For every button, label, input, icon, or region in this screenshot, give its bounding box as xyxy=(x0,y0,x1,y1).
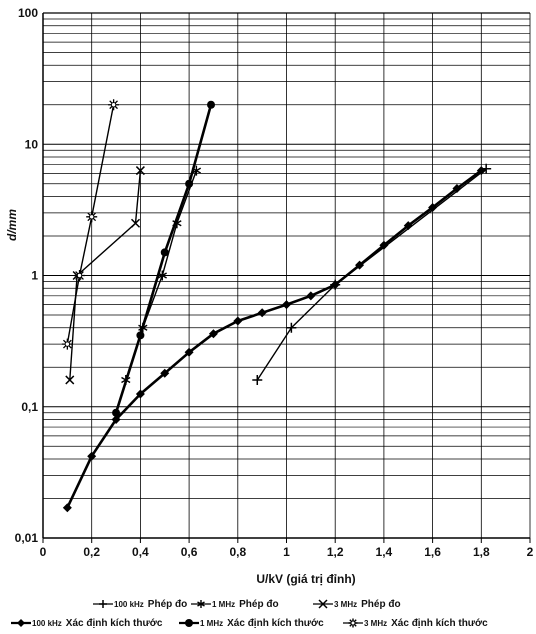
x-marker-icon xyxy=(312,598,334,610)
asterisk-marker-center xyxy=(76,272,83,279)
diamond-marker xyxy=(184,347,194,357)
circle-marker xyxy=(185,179,194,188)
diamond-marker xyxy=(160,368,170,378)
x-tick-label: 0,8 xyxy=(229,545,246,559)
diamond-marker xyxy=(62,503,72,513)
legend-text: Phép đo xyxy=(361,598,401,610)
legend-item-100khz-measure: 100 kHz Phép đo xyxy=(92,598,187,610)
circle-marker xyxy=(160,248,169,257)
series-line xyxy=(256,168,487,381)
x-tick-label: 0,4 xyxy=(132,545,149,559)
legend-text: Xác định kích thước xyxy=(65,617,163,629)
diamond-marker xyxy=(306,291,316,301)
diamond-marker xyxy=(87,451,97,461)
diamond-marker xyxy=(282,300,291,310)
grid xyxy=(42,12,531,539)
diamond-marker xyxy=(452,184,462,194)
circle-marker xyxy=(136,331,145,340)
y-tick-label: 1 xyxy=(31,269,38,283)
axes xyxy=(42,13,531,543)
asterisk-marker-center xyxy=(110,102,117,108)
x-tick-label: 0,2 xyxy=(83,545,100,559)
legend-text: Xác định kích thước xyxy=(391,617,488,629)
asterisk-marker-icon xyxy=(342,617,364,629)
x-tick-label: 1,6 xyxy=(424,545,441,559)
diamond-marker xyxy=(233,316,243,326)
legend-item-3mhz-sizing: 3 MHz Xác định kích thước xyxy=(342,617,488,629)
legend-item-1mhz-sizing: 1 MHz Xác định kích thước xyxy=(178,617,324,629)
x-tick-label: 1,2 xyxy=(327,545,344,559)
series-line xyxy=(114,104,213,414)
y-tick-label: 0,1 xyxy=(21,400,38,414)
series-line xyxy=(69,170,142,381)
x-tick-label: 1,4 xyxy=(376,545,393,559)
x-tick-label: 1 xyxy=(283,545,290,559)
circle-marker xyxy=(207,100,216,109)
series-line xyxy=(66,104,115,345)
legend-freq: 100 kHz xyxy=(114,599,144,609)
legend-freq: 1 MHz xyxy=(212,599,236,609)
plus-marker xyxy=(286,322,297,333)
x-marker xyxy=(65,375,75,385)
diamond-marker xyxy=(403,221,413,231)
y-tick-label: 100 xyxy=(18,6,38,20)
series-layer xyxy=(61,99,492,513)
plus-marker xyxy=(252,374,263,385)
series-0 xyxy=(252,163,492,385)
diamond-marker xyxy=(257,308,267,318)
legend-freq: 3 MHz xyxy=(334,599,358,609)
legend-text: Xác định kích thước xyxy=(227,617,324,629)
x-tick-label: 2 xyxy=(527,545,534,559)
legend-item-100khz-sizing: 100 kHz Xác định kích thước xyxy=(10,617,162,629)
legend-item-1mhz-measure: 1 MHz Phép đo xyxy=(190,598,279,610)
diamond-marker xyxy=(428,202,438,212)
diamond-marker xyxy=(111,414,121,424)
diamond-marker xyxy=(330,280,340,290)
legend-freq: 1 MHz xyxy=(200,618,224,628)
series-3 xyxy=(62,166,486,513)
asterisk-marker-center xyxy=(89,214,95,220)
legend-freq: 3 MHz xyxy=(364,618,388,628)
diamond-marker xyxy=(135,389,145,399)
circle-marker xyxy=(112,408,121,417)
x-axis-label: U/kV (giá trị đỉnh) xyxy=(256,572,355,586)
legend-text: Phép đo xyxy=(239,598,279,610)
legend-item-3mhz-measure: 3 MHz Phép đo xyxy=(312,598,401,610)
legend: 100 kHz Phép đo 1 MHz Phép đo 3 MHz Phép… xyxy=(0,596,536,634)
tick-labels: 0 0,2 0,4 0,6 0,8 1 1,2 1,4 1,6 1,8 2 0,01 0,1 1 10 100 xyxy=(15,6,534,559)
circle-marker-icon xyxy=(178,617,200,629)
y-tick-label: 0,01 xyxy=(15,531,39,545)
series-4 xyxy=(112,100,216,417)
plus-marker-icon xyxy=(92,598,114,610)
y-tick-label: 10 xyxy=(25,137,39,151)
asterisk-marker-center xyxy=(64,341,71,347)
diamond-marker xyxy=(355,260,365,270)
x-marker xyxy=(135,166,145,176)
x-tick-label: 1,8 xyxy=(473,545,490,559)
series-line xyxy=(66,169,483,509)
x-tick-label: 0,6 xyxy=(181,545,198,559)
x-tick-label: 0 xyxy=(40,545,47,559)
x-marker xyxy=(130,218,141,228)
diamond-marker-icon xyxy=(10,617,32,629)
diamond-marker xyxy=(476,166,486,176)
diamond-marker xyxy=(208,329,218,339)
y-axis-label: d/mm xyxy=(5,209,19,241)
legend-freq: 100 kHz xyxy=(32,618,62,628)
series-5 xyxy=(61,99,120,350)
diamond-marker xyxy=(379,240,389,250)
legend-text: Phép đo xyxy=(147,598,188,610)
star-marker-icon xyxy=(190,598,212,610)
